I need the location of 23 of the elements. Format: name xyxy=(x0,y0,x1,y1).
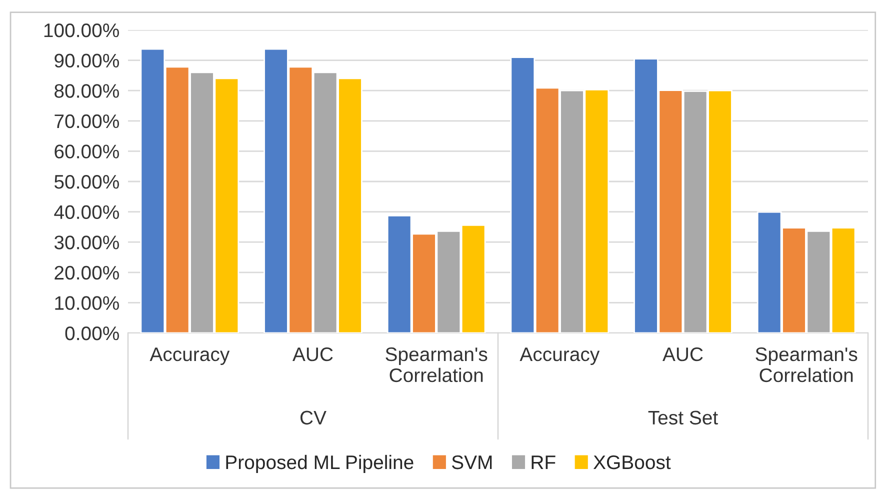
y-tick-label: 90.00% xyxy=(54,54,119,68)
y-tick-label: 100.00% xyxy=(44,23,119,38)
y-tick-label: 40.00% xyxy=(54,205,119,220)
y-tick-label: 20.00% xyxy=(54,266,119,280)
y-tick-label: 30.00% xyxy=(54,236,119,250)
y-tick-label: 0.00% xyxy=(65,326,119,340)
y-tick-label: 60.00% xyxy=(54,144,119,158)
y-tick-label: 50.00% xyxy=(54,174,119,189)
legend-label: SVM xyxy=(452,455,492,470)
x-tick-label: Spearman's Correlation xyxy=(386,347,488,382)
x-tick-label: Accuracy xyxy=(150,348,230,366)
legend-label: XGBoost xyxy=(593,455,671,470)
legend-label: RF xyxy=(532,456,556,469)
x-tick-label: AUC xyxy=(662,347,703,362)
text: CV xyxy=(300,410,326,425)
x-tick-label: Accuracy xyxy=(520,348,600,366)
y-tick-label: 70.00% xyxy=(54,114,119,128)
legend-label: Proposed ML Pipeline xyxy=(226,454,414,474)
y-tick-label: 80.00% xyxy=(54,84,119,98)
text: Test Set xyxy=(648,410,718,425)
x-tick-label: AUC xyxy=(292,347,333,362)
y-tick-label: 10.00% xyxy=(55,296,119,310)
x-tick-label: Spearman's Correlation xyxy=(756,347,858,382)
